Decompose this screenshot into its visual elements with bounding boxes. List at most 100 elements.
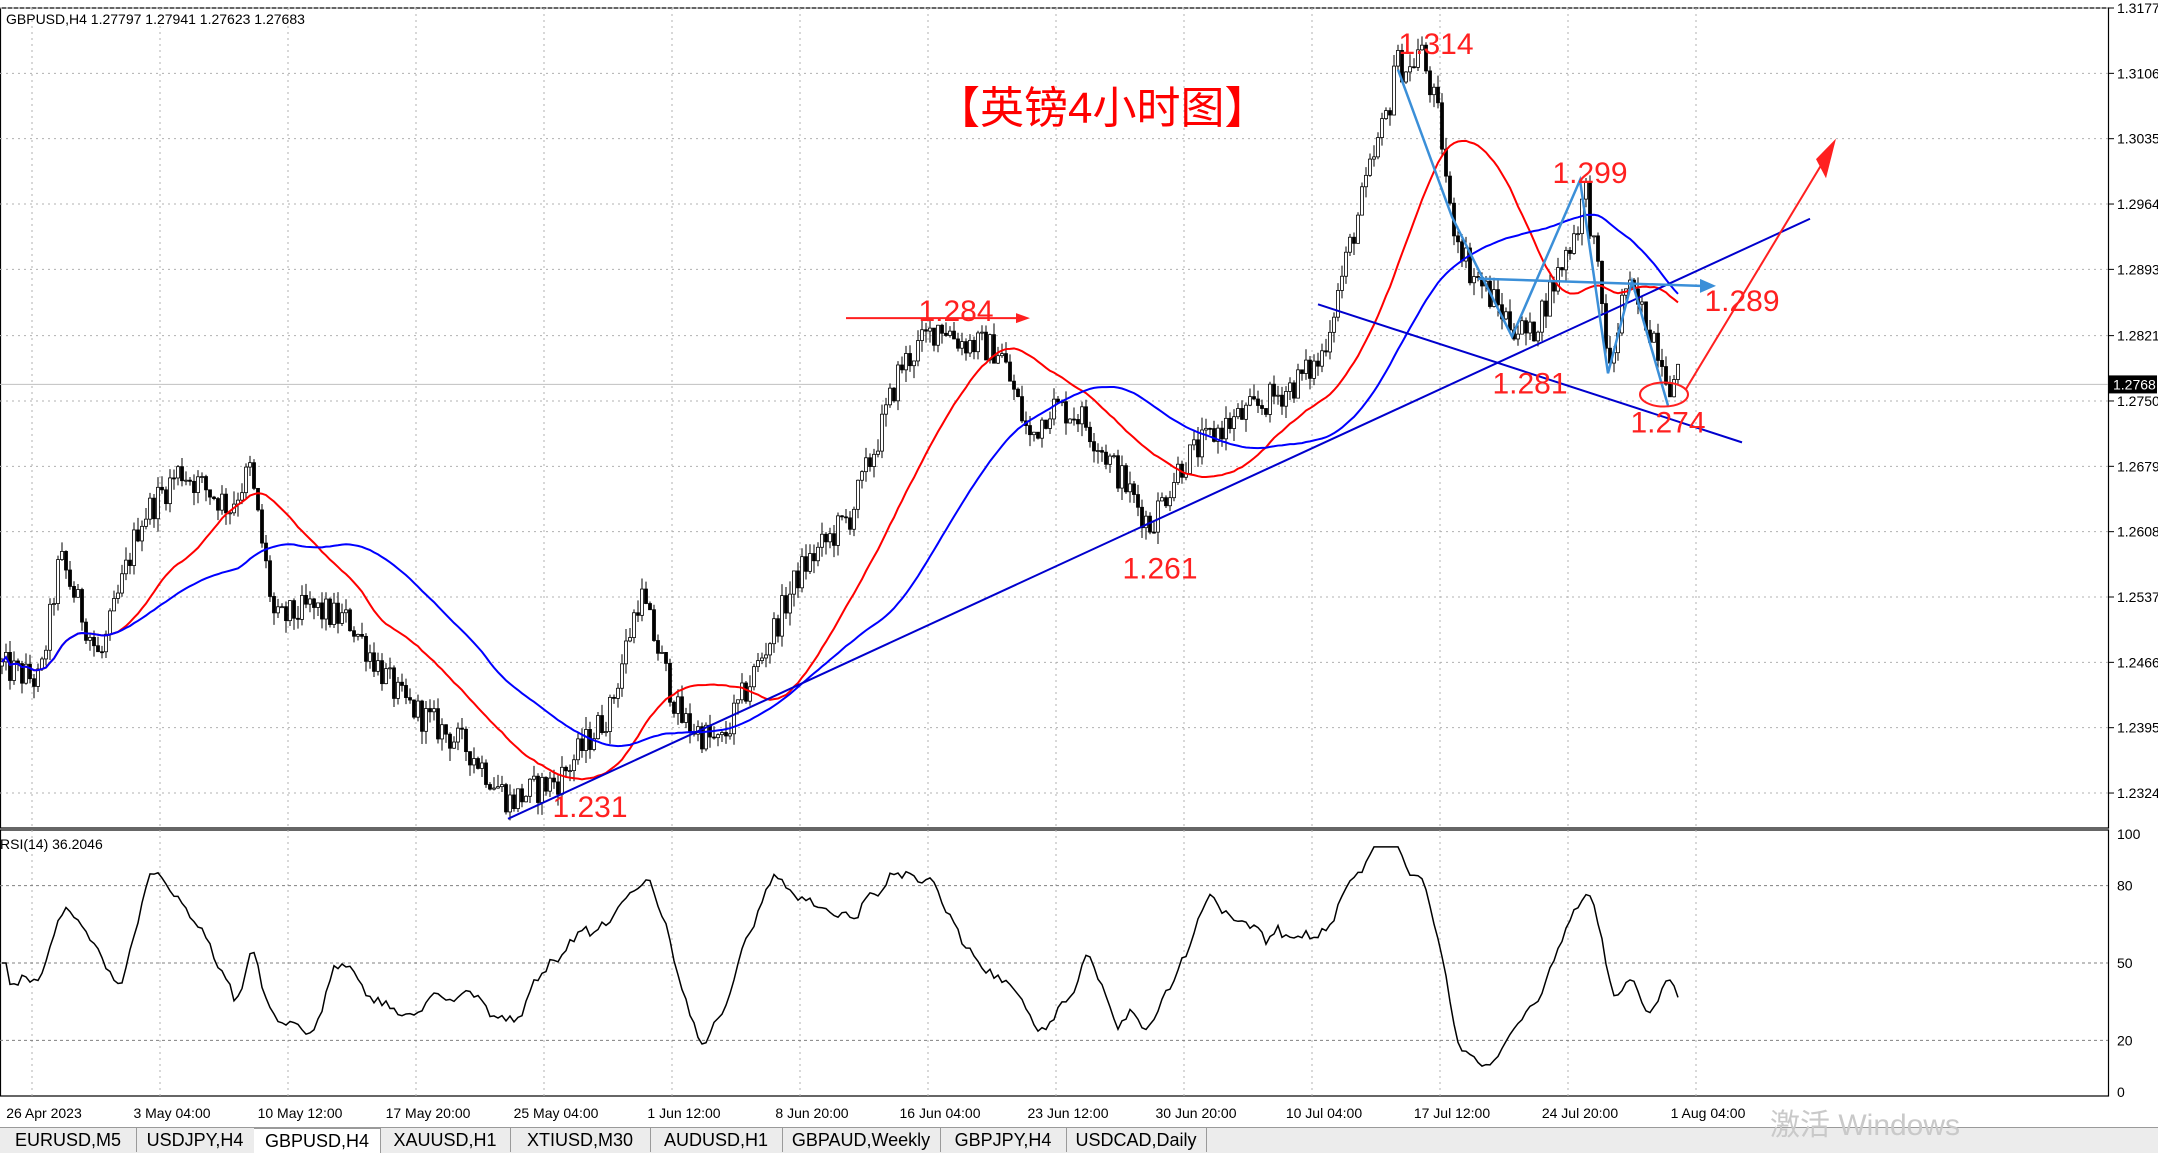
candle-body <box>720 732 724 736</box>
candle-body <box>1124 465 1128 493</box>
candle-body <box>212 496 216 499</box>
x-tick-label: 25 May 04:00 <box>514 1105 599 1121</box>
candle-body <box>408 697 412 701</box>
tab-eurusd-m5[interactable]: EURUSD,M5 <box>0 1128 137 1152</box>
candle-body <box>1244 404 1248 420</box>
candle-body <box>980 331 984 334</box>
candle-body <box>868 457 872 467</box>
chart-title: 【英镑4小时图】 <box>936 84 1269 133</box>
price-annotation: 1.281 <box>1492 368 1567 401</box>
candle-body <box>1320 350 1324 367</box>
candle-body <box>1064 401 1068 424</box>
symbol-info: GBPUSD,H4 1.27797 1.27941 1.27623 1.2768… <box>6 11 305 27</box>
candle-body <box>192 480 196 493</box>
candle-body <box>324 598 328 620</box>
candle-body <box>636 612 640 616</box>
price-tick-label: 1.2608 <box>2117 524 2158 540</box>
candle-body <box>1112 455 1116 458</box>
candle-body <box>836 515 840 546</box>
candle-body <box>272 596 276 614</box>
candle-body <box>224 493 228 514</box>
tab-xtiusd-m30[interactable]: XTIUSD,M30 <box>510 1128 651 1152</box>
candle-body <box>116 592 120 599</box>
candle-body <box>1192 439 1196 446</box>
candle-body <box>1152 531 1156 534</box>
candle-body <box>52 603 56 605</box>
candle-body <box>376 660 380 672</box>
tab-xauusd-h1[interactable]: XAUUSD,H1 <box>380 1128 511 1152</box>
candle-body <box>140 525 144 542</box>
tab-usdcad-daily[interactable]: USDCAD,Daily <box>1066 1128 1207 1152</box>
candle-body <box>968 339 972 354</box>
candle-body <box>840 515 844 518</box>
x-tick-label: 1 Jun 12:00 <box>647 1105 720 1121</box>
candle-body <box>888 387 892 406</box>
tab-gbpaud-weekly[interactable]: GBPAUD,Weekly <box>782 1128 941 1152</box>
candle-body <box>1664 366 1668 385</box>
candle-body <box>1408 66 1412 73</box>
candle-body <box>1304 359 1308 374</box>
candle-body <box>500 784 504 788</box>
tab-gbpusd-h4[interactable]: GBPUSD,H4 <box>254 1128 381 1153</box>
candle-body <box>1344 251 1348 277</box>
candle-body <box>448 733 452 749</box>
tab-gbpjpy-h4[interactable]: GBPJPY,H4 <box>940 1128 1067 1152</box>
candle-body <box>1368 158 1372 176</box>
candle-body <box>36 668 40 687</box>
candle-body <box>328 598 332 625</box>
candle-body <box>608 696 612 732</box>
rsi-level-label: 0 <box>2117 1084 2125 1100</box>
candle-body <box>304 594 308 605</box>
candle-body <box>756 660 760 668</box>
candle-body <box>1296 369 1300 399</box>
candle-body <box>120 573 124 594</box>
candle-body <box>532 775 536 780</box>
price-chart[interactable]: 1.3177 1.3106 1.3035 1.2964 1.2893 1.2821 1.27… <box>0 0 2158 1127</box>
candle-body <box>152 497 156 520</box>
tab-usdjpy-h4[interactable]: USDJPY,H4 <box>136 1128 255 1152</box>
candle-body <box>452 741 456 749</box>
candle-body <box>776 618 780 637</box>
candle-body <box>664 652 668 664</box>
candle-body <box>492 787 496 790</box>
candle-body <box>76 589 80 598</box>
candle-body <box>0 661 4 667</box>
candle-body <box>876 450 880 455</box>
candle-body <box>88 636 92 641</box>
candle-body <box>168 477 172 505</box>
candle-body <box>952 330 956 340</box>
candle-body <box>1240 408 1244 420</box>
candle-body <box>1428 70 1432 96</box>
candle-body <box>1656 332 1660 361</box>
candle-body <box>620 663 624 689</box>
rising-trendline <box>507 217 1811 820</box>
candle-body <box>1528 321 1532 334</box>
candle-body <box>748 686 752 702</box>
candle-body <box>1140 506 1144 529</box>
price-tick-label: 1.2964 <box>2117 196 2158 212</box>
candle-body <box>536 775 540 803</box>
candle-body <box>820 533 824 548</box>
candle-body <box>312 598 316 608</box>
candle-body <box>1504 311 1508 320</box>
candle-body <box>972 339 976 353</box>
candle-body <box>368 652 372 662</box>
candle-body <box>460 727 464 730</box>
price-tick-label: 1.2750 <box>2117 393 2158 409</box>
candle-body <box>1168 497 1172 507</box>
candle-body <box>1568 250 1572 254</box>
price-tick-label: 1.2395 <box>2117 720 2158 736</box>
candle-body <box>1096 450 1100 452</box>
candle-body <box>316 602 320 608</box>
candle-body <box>1640 301 1644 305</box>
candle-body <box>1260 405 1264 409</box>
candle-body <box>1164 497 1168 507</box>
price-annotation: 1.289 <box>1704 285 1779 318</box>
candle-body <box>1016 388 1020 397</box>
candle-body <box>604 731 608 734</box>
candle-body <box>1288 382 1292 392</box>
tab-audusd-h1[interactable]: AUDUSD,H1 <box>650 1128 783 1152</box>
candle-body <box>356 633 360 637</box>
candle-body <box>1360 186 1364 216</box>
x-tick-label: 16 Jun 04:00 <box>900 1105 981 1121</box>
